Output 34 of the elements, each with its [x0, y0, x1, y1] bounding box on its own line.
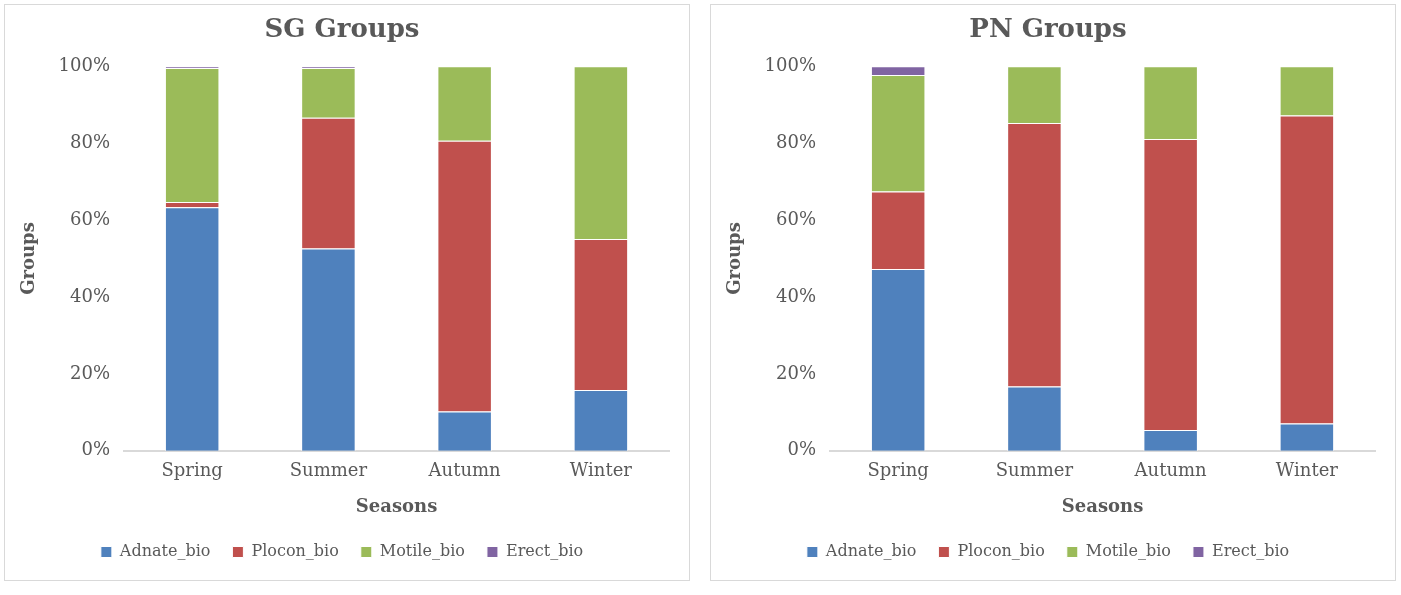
x-axis-title: Seasons	[1061, 494, 1144, 516]
legend-label: Erect_bio	[505, 541, 584, 561]
y-tick-label: 20%	[70, 361, 111, 383]
legend-label: Plocon_bio	[251, 541, 339, 561]
y-axis-title: Groups	[17, 222, 39, 295]
y-tick-label: 80%	[776, 130, 817, 152]
y-tick-label: 40%	[776, 284, 817, 306]
legend-label: Erect_bio	[1211, 541, 1290, 561]
x-tick-label: Spring	[161, 459, 223, 481]
x-tick-label: Summer	[289, 459, 368, 481]
legend-label: Adnate_bio	[824, 541, 917, 561]
x-tick-label: Winter	[1275, 459, 1339, 481]
legend-label: Motile_bio	[1085, 541, 1171, 561]
x-tick-label: Autumn	[427, 459, 502, 481]
x-axis-title: Seasons	[355, 494, 438, 516]
x-tick-label: Spring	[867, 459, 929, 481]
chart-title: SG Groups	[264, 13, 420, 44]
y-tick-label: 100%	[58, 53, 111, 75]
legend-label: Adnate_bio	[118, 541, 211, 561]
x-tick-label: Winter	[569, 459, 633, 481]
y-tick-label: 0%	[787, 438, 817, 460]
chart-title: PN Groups	[969, 13, 1127, 44]
y-tick-label: 0%	[81, 438, 111, 460]
y-tick-label: 40%	[70, 284, 111, 306]
y-tick-label: 60%	[776, 207, 817, 229]
y-tick-label: 60%	[70, 207, 111, 229]
x-tick-label: Summer	[995, 459, 1074, 481]
legend-label: Motile_bio	[379, 541, 465, 561]
x-tick-label: Autumn	[1133, 459, 1208, 481]
y-tick-label: 20%	[776, 361, 817, 383]
y-tick-label: 80%	[70, 130, 111, 152]
y-tick-label: 100%	[764, 53, 817, 75]
y-axis-title: Groups	[723, 222, 745, 295]
legend-label: Plocon_bio	[957, 541, 1045, 561]
